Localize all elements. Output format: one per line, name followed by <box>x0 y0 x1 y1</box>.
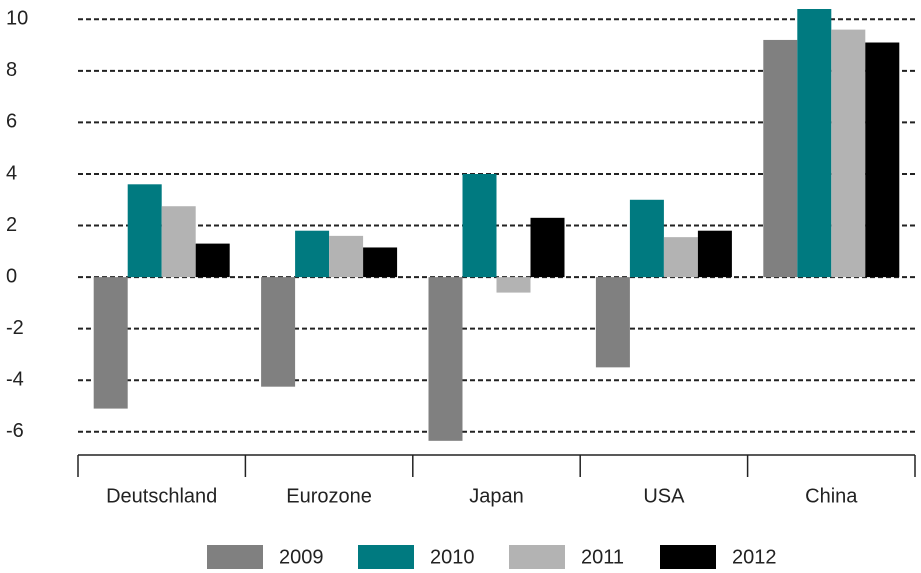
legend-swatch <box>358 545 414 569</box>
y-tick-label: 2 <box>6 214 17 236</box>
bar <box>595 277 630 368</box>
bar <box>697 230 732 278</box>
bar <box>663 237 698 278</box>
y-tick-label: -2 <box>6 317 24 339</box>
legend-label: 2010 <box>430 546 475 568</box>
y-tick-label: 10 <box>6 8 28 30</box>
legend-label: 2009 <box>279 546 324 568</box>
bar <box>530 217 565 278</box>
bar <box>329 235 364 278</box>
bar <box>295 230 330 278</box>
x-tick-label: Eurozone <box>286 485 372 507</box>
x-tick-label: Japan <box>469 485 524 507</box>
bar <box>195 243 230 278</box>
y-tick-label: -4 <box>6 369 24 391</box>
legend-label: 2011 <box>581 546 624 568</box>
legend-label: 2012 <box>732 546 777 568</box>
bar <box>161 206 196 278</box>
bar <box>763 39 798 278</box>
bar <box>261 277 296 387</box>
y-tick-label: -6 <box>6 420 24 442</box>
legend-swatch <box>660 545 716 569</box>
y-tick-label: 0 <box>6 265 17 287</box>
x-tick-label: Deutschland <box>106 485 217 507</box>
bar <box>428 277 463 441</box>
x-tick-label: USA <box>643 485 685 507</box>
legend-swatch <box>207 545 263 569</box>
legend-swatch <box>509 545 565 569</box>
bar <box>127 184 162 278</box>
bar <box>865 42 900 278</box>
y-tick-label: 8 <box>6 59 17 81</box>
bar <box>363 247 398 278</box>
bar <box>93 277 128 409</box>
y-tick-label: 6 <box>6 111 17 133</box>
bar <box>462 173 497 278</box>
y-tick-label: 4 <box>6 162 17 184</box>
x-tick-label: China <box>805 485 858 507</box>
bar <box>831 29 866 278</box>
bar <box>629 199 664 278</box>
bar <box>496 277 531 293</box>
bar <box>797 9 832 278</box>
